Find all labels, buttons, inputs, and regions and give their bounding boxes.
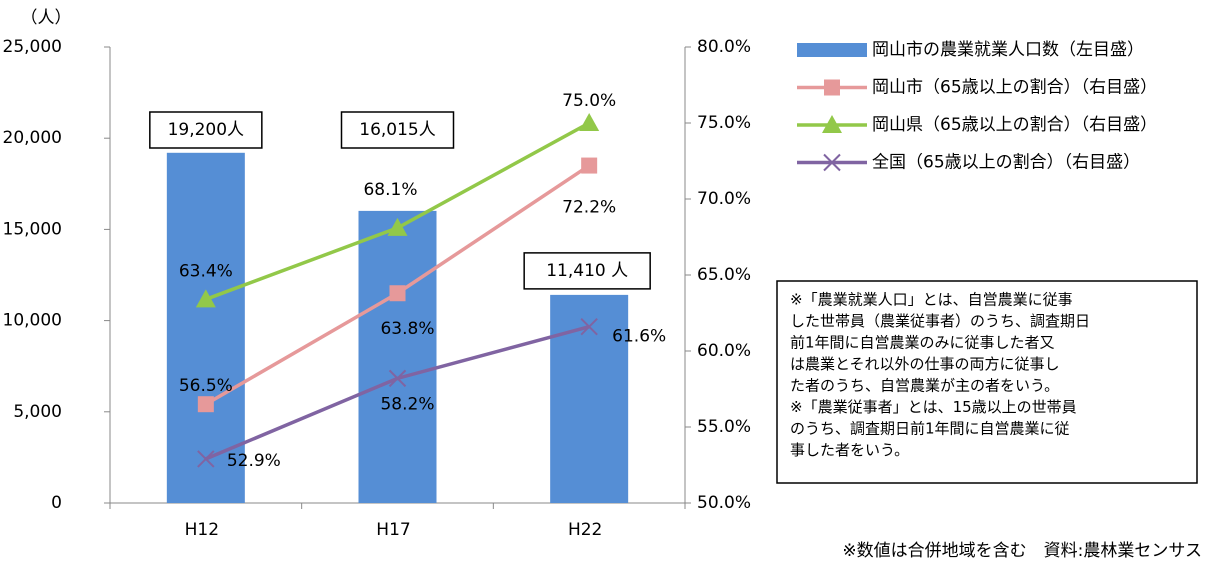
legend-marker bbox=[822, 115, 842, 133]
bar-label-box bbox=[149, 111, 263, 149]
line-label: 58.2% bbox=[380, 394, 434, 414]
bar-label: 11,410 人 bbox=[546, 261, 628, 281]
marker bbox=[387, 217, 408, 236]
y-tick-label: 20,000 bbox=[3, 128, 62, 148]
y-tick-label: 15,000 bbox=[3, 219, 62, 239]
note-box bbox=[776, 280, 1198, 484]
line-label: 75.0% bbox=[562, 91, 616, 111]
marker bbox=[388, 369, 407, 388]
y2-tick-label: 80.0% bbox=[697, 37, 751, 57]
marker bbox=[197, 450, 215, 468]
line-label: 72.2% bbox=[562, 198, 616, 218]
note-line: した世帯員（農業従事者）のうち、調査期日 bbox=[790, 312, 1090, 330]
legend-label: 岡山市（65歳以上の割合）（右目盛） bbox=[872, 78, 1157, 98]
bar-label: 16,015人 bbox=[359, 120, 435, 140]
marker bbox=[195, 289, 216, 308]
line-label: 63.8% bbox=[380, 319, 434, 339]
line-label: 52.9% bbox=[227, 451, 281, 471]
y-tick-label: 25,000 bbox=[3, 37, 62, 57]
legend-label: 岡山市の農業就業人口数（左目盛） bbox=[872, 40, 1144, 60]
bar bbox=[166, 152, 245, 504]
note-line: 前1年間に自営農業のみに従事した者又 bbox=[790, 334, 1055, 352]
y-tick-label: 0 bbox=[51, 493, 62, 513]
x-tick-label: H17 bbox=[376, 520, 410, 540]
marker bbox=[579, 113, 600, 131]
legend-marker bbox=[823, 153, 841, 172]
y2-tick-label: 60.0% bbox=[697, 341, 751, 361]
note-line: ※「農業従事者」とは、15歳以上の世帯員 bbox=[790, 398, 1077, 416]
line-label: 61.6% bbox=[612, 327, 666, 347]
x-tick-label: H22 bbox=[568, 520, 602, 540]
y2-tick-label: 75.0% bbox=[697, 113, 751, 133]
legend-label: 岡山県（65歳以上の割合）（右目盛） bbox=[872, 115, 1157, 135]
bar bbox=[550, 294, 629, 503]
line-label: 63.4% bbox=[179, 261, 233, 281]
legend-label: 全国（65歳以上の割合）（右目盛） bbox=[872, 153, 1140, 173]
legend-marker bbox=[824, 79, 840, 96]
y2-tick-label: 50.0% bbox=[697, 493, 751, 513]
bar bbox=[358, 210, 437, 503]
note-line: は農業とそれ以外の仕事の両方に従事し bbox=[790, 355, 1060, 373]
bar-label-box bbox=[340, 111, 455, 149]
note-line: 事した者をいう。 bbox=[790, 441, 909, 459]
y-tick-label: 5,000 bbox=[13, 402, 62, 422]
marker bbox=[580, 317, 598, 336]
y2-tick-label: 55.0% bbox=[697, 417, 751, 437]
line-label: 68.1% bbox=[363, 180, 417, 200]
note-line: た者のうち、自営農業が主の者をいう。 bbox=[790, 377, 1059, 395]
marker bbox=[389, 285, 406, 302]
y-tick-label: 10,000 bbox=[3, 311, 62, 331]
note-line: ※「農業就業人口」とは、自営農業に従事 bbox=[790, 291, 1073, 309]
x-tick-label: H12 bbox=[185, 520, 219, 540]
marker bbox=[581, 157, 598, 174]
y2-tick-label: 65.0% bbox=[697, 265, 751, 285]
marker bbox=[197, 396, 214, 413]
line-label: 56.5% bbox=[179, 376, 233, 396]
note-line: のうち、調査期日前1年間に自営農業に従 bbox=[790, 420, 1070, 438]
source: ※数値は合併地域を含む 資料:農林業センサス bbox=[842, 541, 1202, 561]
bar-label-box bbox=[523, 252, 651, 290]
legend-swatch bbox=[797, 43, 867, 57]
y2-tick-label: 70.0% bbox=[697, 189, 751, 209]
bar-label: 19,200人 bbox=[168, 120, 244, 140]
y-axis-label: （人） bbox=[21, 8, 72, 28]
